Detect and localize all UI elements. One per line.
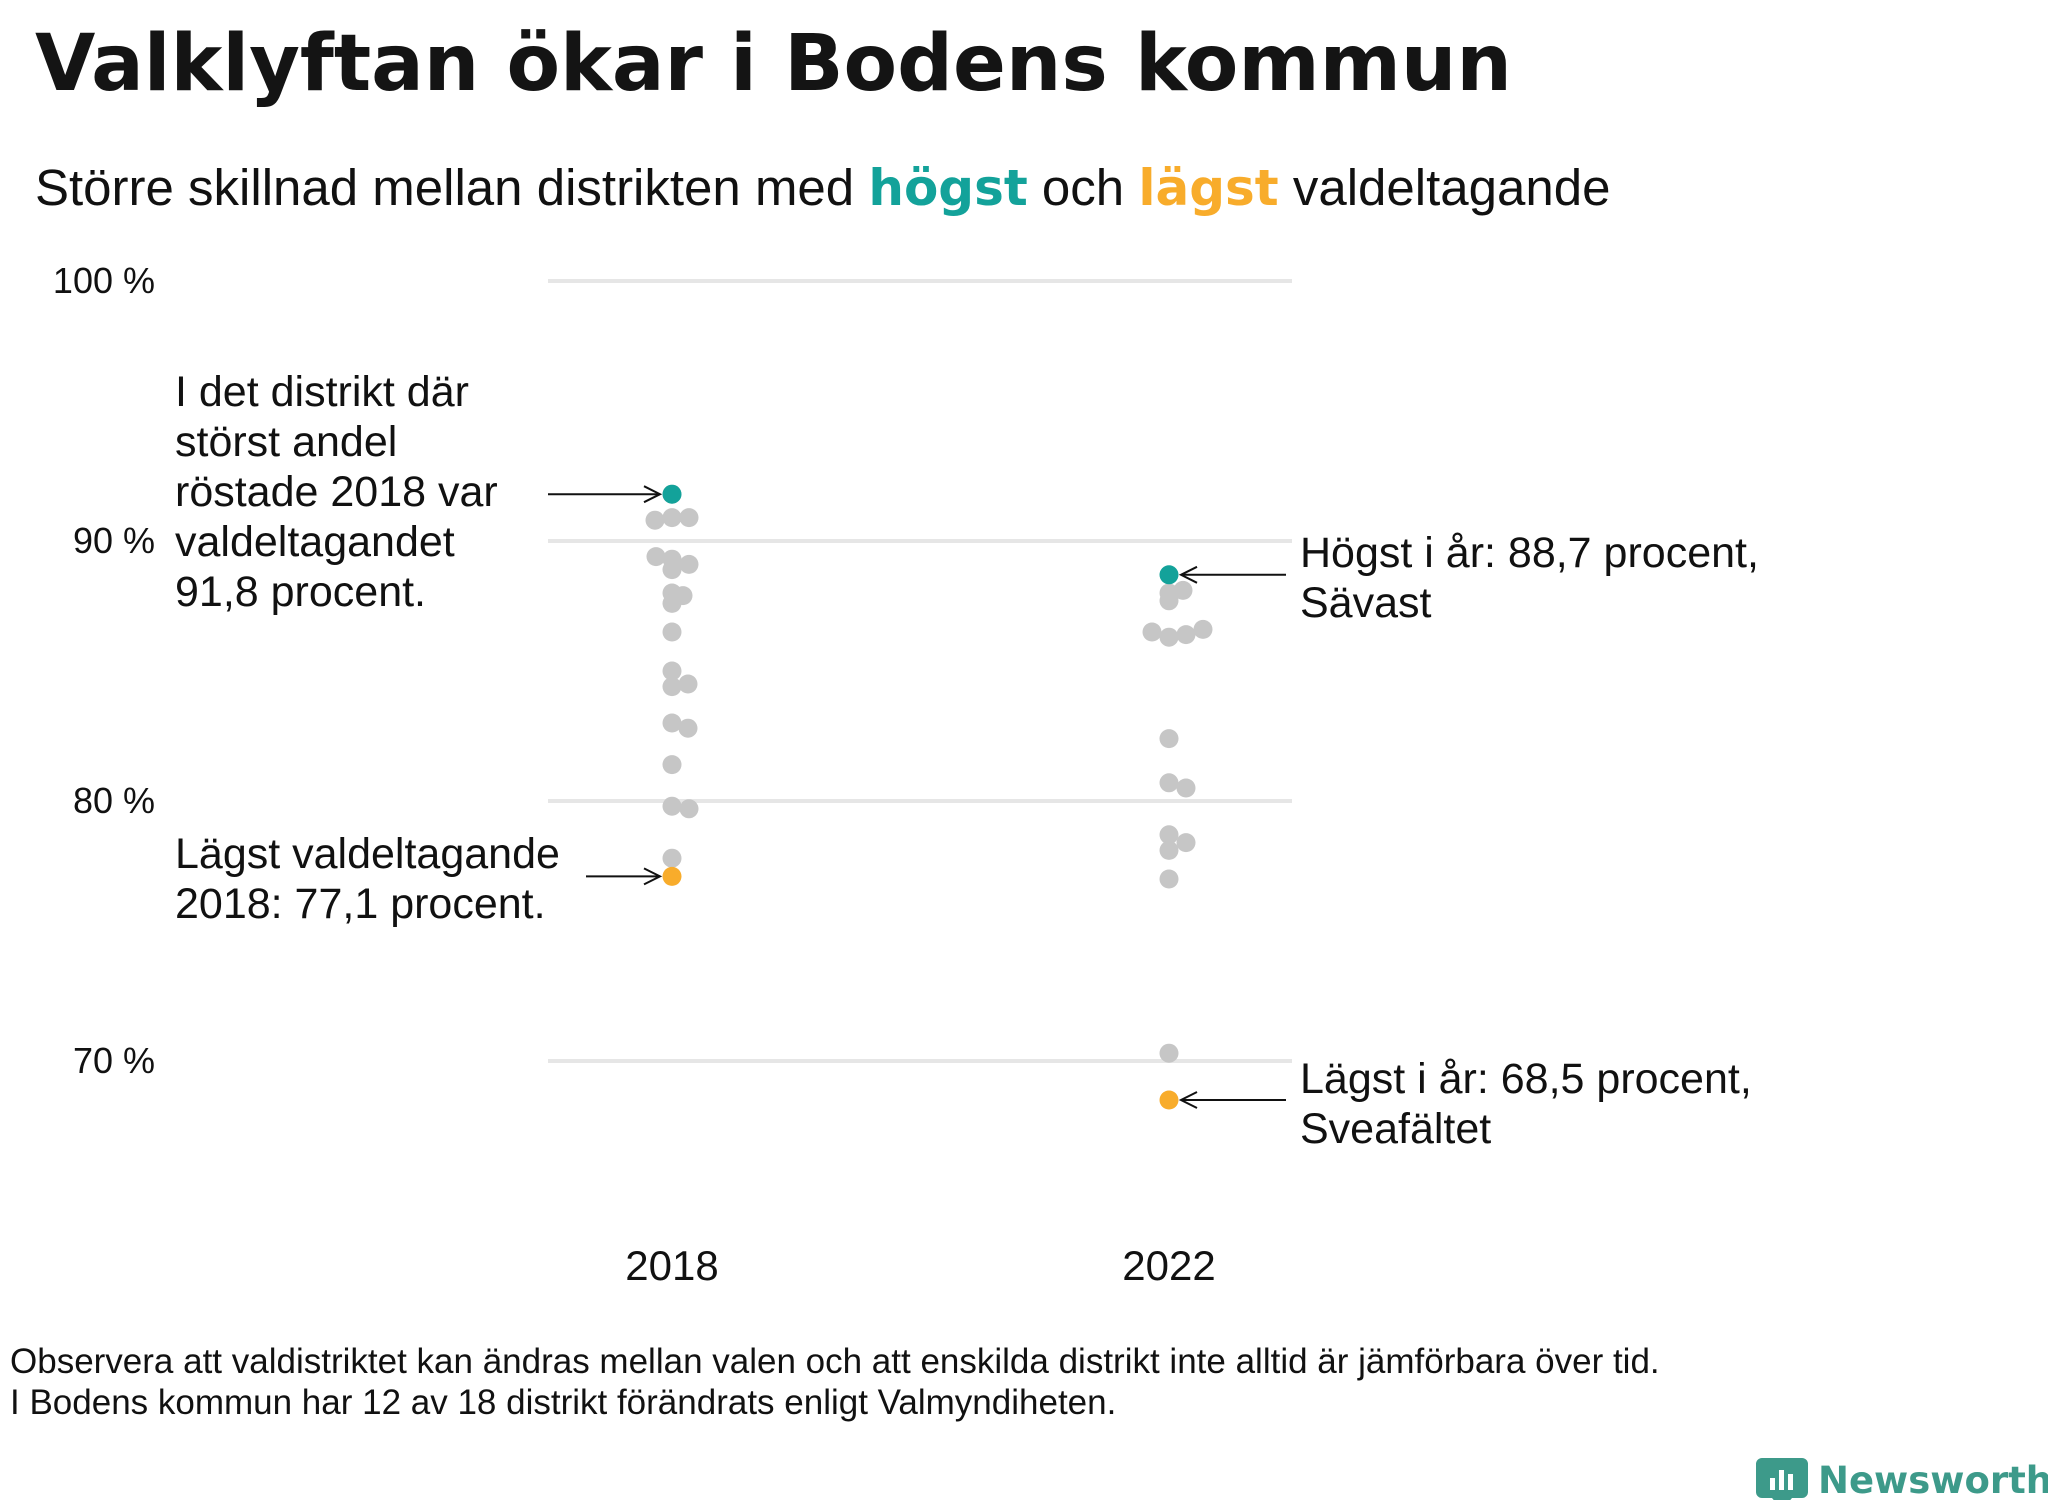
point-2022-11 <box>1176 833 1196 853</box>
point-2018-2 <box>662 508 682 528</box>
point-2018-10 <box>662 593 682 613</box>
point-2022-14 <box>1159 1043 1179 1063</box>
annotation-high-2022: Högst i år: 88,7 procent, Sävast <box>1300 529 1759 627</box>
arrow-low-2022 <box>1178 1091 1286 1109</box>
point-2018-11 <box>662 622 682 642</box>
point-2022-1 <box>1173 580 1193 600</box>
point-2018-15 <box>662 713 682 733</box>
point-2022-10 <box>1159 825 1179 845</box>
subtitle-high-word: högst <box>868 159 1027 217</box>
subtitle-suffix: valdeltagande <box>1293 159 1611 216</box>
subtitle-prefix: Större skillnad mellan distrikten med <box>35 159 854 216</box>
point-2022-12 <box>1159 840 1179 860</box>
point-2022-4 <box>1159 627 1179 647</box>
footnote-line-2: I Bodens kommun har 12 av 18 distrikt fö… <box>10 1383 1116 1422</box>
point-2022-lowest <box>1159 1090 1179 1110</box>
point-2022-6 <box>1193 619 1213 639</box>
point-2018-19 <box>679 799 699 819</box>
annotation-arrows <box>548 485 1286 1109</box>
y-tick-label-90: 90 % <box>73 520 155 561</box>
y-tick-label-70: 70 % <box>73 1040 155 1081</box>
y-tick-label-100: 100 % <box>53 260 155 301</box>
arrow-high-2022 <box>1178 565 1286 584</box>
point-2018-highest <box>662 484 682 504</box>
y-axis-ticks: 100 % 90 % 80 % 70 % <box>53 260 155 1081</box>
newsworthy-logo: Newsworthy <box>1756 1458 2048 1500</box>
chart-subtitle: Större skillnad mellan distrikten med hö… <box>35 159 1610 217</box>
gridlines <box>548 279 1292 1063</box>
point-2018-16 <box>678 718 698 738</box>
point-2018-1 <box>645 510 665 530</box>
point-2018-20 <box>662 848 682 868</box>
y-tick-label-80: 80 % <box>73 780 155 821</box>
arrow-low-2018 <box>586 867 663 886</box>
subtitle-middle: och <box>1042 159 1124 216</box>
annotation-low-2022: Lägst i år: 68,5 procent, Sveafältet <box>1300 1055 1752 1153</box>
brand-name: Newsworthy <box>1818 1459 2048 1500</box>
point-2018-6 <box>679 554 699 574</box>
point-2018-12 <box>662 661 682 681</box>
annotations: I det distrikt där störst andel röstade 20… <box>175 368 1759 1153</box>
point-2022-13 <box>1159 869 1179 889</box>
x-axis-labels: 2018 2022 <box>625 1242 1215 1289</box>
point-2018-7 <box>662 560 682 580</box>
point-2022-5 <box>1176 625 1196 645</box>
point-2018-18 <box>662 796 682 816</box>
point-2018-14 <box>678 674 698 694</box>
point-2022-9 <box>1176 778 1196 798</box>
x-label-2018: 2018 <box>625 1242 718 1289</box>
point-2018-lowest <box>662 866 682 886</box>
point-2018-13 <box>662 677 682 697</box>
annotation-low-2018: Lägst valdeltagande 2018: 77,1 procent. <box>175 830 560 928</box>
subtitle-low-word: lägst <box>1138 159 1278 217</box>
x-label-2022: 2022 <box>1122 1242 1215 1289</box>
point-2018-4 <box>646 547 666 567</box>
point-2018-17 <box>662 755 682 775</box>
point-2022-8 <box>1159 773 1179 793</box>
data-points <box>645 484 1213 1110</box>
annotation-high-2018: I det distrikt där störst andel röstade 20… <box>175 368 498 616</box>
point-2022-3 <box>1142 622 1162 642</box>
point-2018-3 <box>679 508 699 528</box>
point-2022-2 <box>1159 591 1179 611</box>
chart-title: Valklyftan ökar i Bodens kommun <box>35 19 1512 109</box>
newsworthy-icon <box>1756 1458 1808 1500</box>
point-2022-highest <box>1159 565 1179 585</box>
point-2022-7 <box>1159 729 1179 749</box>
footnote-line-1: Observera att valdistriktet kan ändras m… <box>10 1342 1660 1381</box>
arrow-high-2018 <box>548 485 663 504</box>
